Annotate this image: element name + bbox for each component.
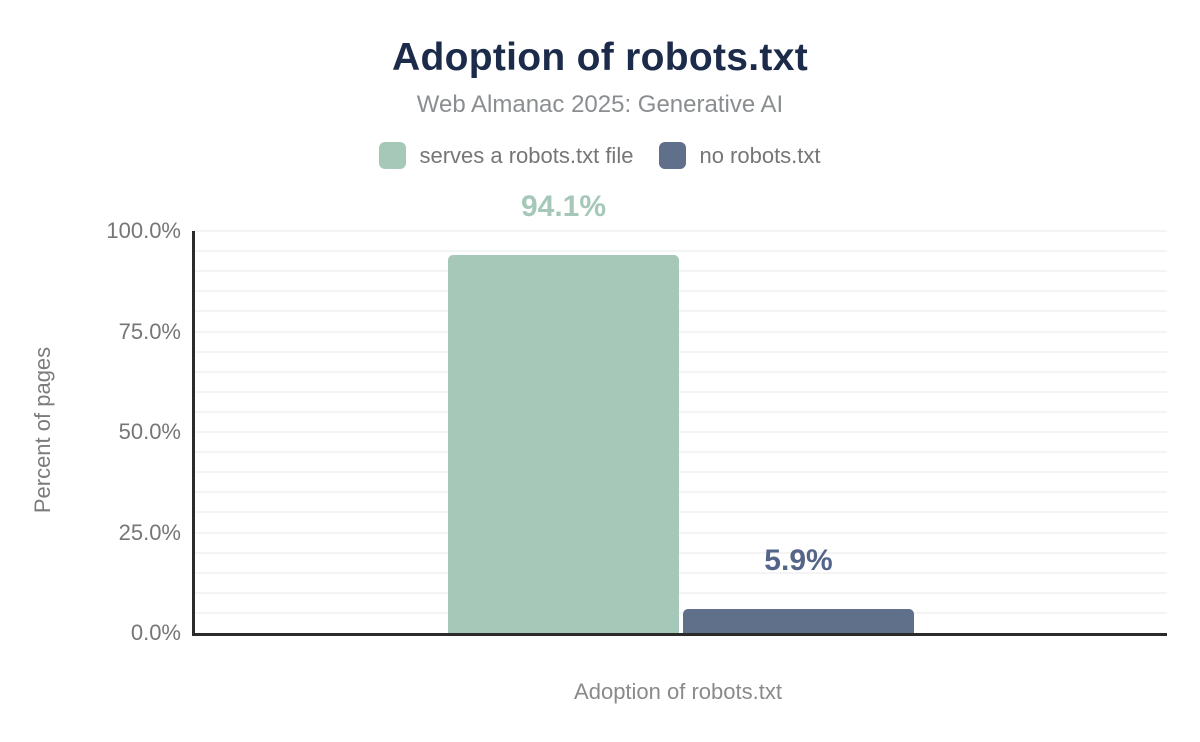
gridline-85	[195, 290, 1167, 293]
legend-item-serves-robots-txt[interactable]: serves a robots.txt file	[379, 142, 633, 169]
gridline-45	[195, 451, 1167, 454]
plot-area: 94.1% 5.9%	[192, 190, 1167, 636]
y-axis-ticks: 0.0% 25.0% 50.0% 75.0% 100.0%	[0, 218, 181, 645]
bar-no-robots-txt[interactable]	[683, 609, 914, 633]
x-axis-title: Adoption of robots.txt	[574, 679, 782, 704]
gridline-50	[195, 431, 1167, 433]
bar-slot: 5.9%	[683, 231, 914, 633]
y-tick-label: 75.0%	[118, 318, 181, 344]
gridline-55	[195, 410, 1167, 413]
bar-serves-a-robots-txt-file[interactable]	[448, 254, 679, 633]
legend-label: serves a robots.txt file	[419, 142, 634, 168]
gridline-100	[195, 230, 1167, 232]
gridline-65	[195, 370, 1167, 373]
gridline-70	[195, 350, 1167, 353]
legend-swatch-green-icon	[379, 142, 407, 169]
y-tick-label: 0.0%	[130, 620, 181, 645]
legend: serves a robots.txt file no robots.txt	[0, 142, 1200, 169]
gridline-30	[195, 511, 1167, 514]
legend-label: no robots.txt	[699, 142, 821, 168]
gridline-75	[195, 330, 1167, 333]
bar-value-label: 94.1%	[520, 189, 607, 223]
gridline-40	[195, 471, 1167, 474]
y-tick-label: 100.0%	[106, 218, 181, 243]
gridline-15	[195, 571, 1167, 574]
bar-value-label: 5.9%	[764, 544, 833, 578]
bars-group: 94.1% 5.9%	[195, 190, 1167, 633]
gridline-25	[195, 531, 1167, 534]
gridline-90	[195, 270, 1167, 273]
y-tick-label: 25.0%	[118, 519, 181, 545]
legend-item-no-robots-txt[interactable]: no robots.txt	[659, 142, 821, 169]
chart-title: Adoption of robots.txt	[391, 36, 808, 79]
legend-swatch-slate-icon	[659, 142, 687, 169]
gridline-95	[195, 250, 1167, 253]
gridline-20	[195, 551, 1167, 554]
bar-slot: 94.1%	[448, 190, 679, 633]
gridline-60	[195, 390, 1167, 393]
gridline-10	[195, 591, 1167, 594]
y-tick-label: 50.0%	[118, 419, 181, 444]
chart-subtitle: Web Almanac 2025: Generative AI	[416, 91, 784, 118]
gridline-80	[195, 310, 1167, 313]
gridline-35	[195, 491, 1167, 494]
gridline-5	[195, 611, 1167, 614]
